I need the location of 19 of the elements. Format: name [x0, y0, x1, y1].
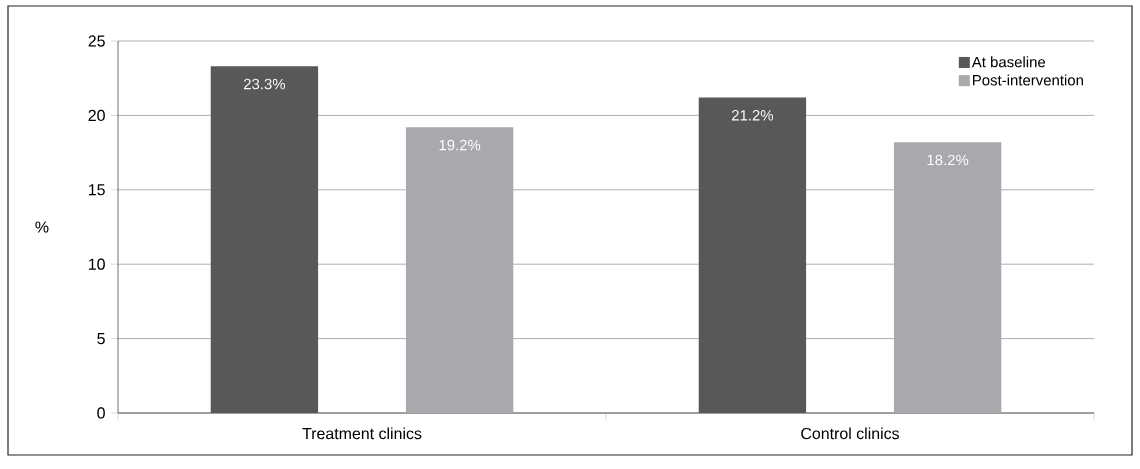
data-label: 19.2% [439, 139, 481, 151]
y-tick-label: 10 [89, 258, 105, 270]
bar [698, 97, 807, 413]
y-tick-label: 0 [97, 407, 105, 419]
data-label: 18.2% [927, 154, 969, 166]
y-tick-label: 5 [97, 333, 105, 345]
y-tick-label: 20 [88, 109, 105, 122]
data-label: 23.3% [243, 78, 286, 90]
y-axis-title: % [35, 221, 49, 233]
x-tick-label: Control clinics [801, 427, 899, 440]
bar [405, 127, 514, 413]
data-label: 21.2% [731, 110, 774, 121]
legend-label: Post-intervention [973, 74, 1083, 86]
bar [210, 66, 319, 413]
legend-label: At baseline [971, 56, 1046, 68]
bar [893, 142, 1002, 413]
x-tick-label: Treatment clinics [302, 427, 422, 440]
y-tick-label: 25 [88, 35, 105, 47]
y-tick-label: 15 [89, 184, 105, 196]
